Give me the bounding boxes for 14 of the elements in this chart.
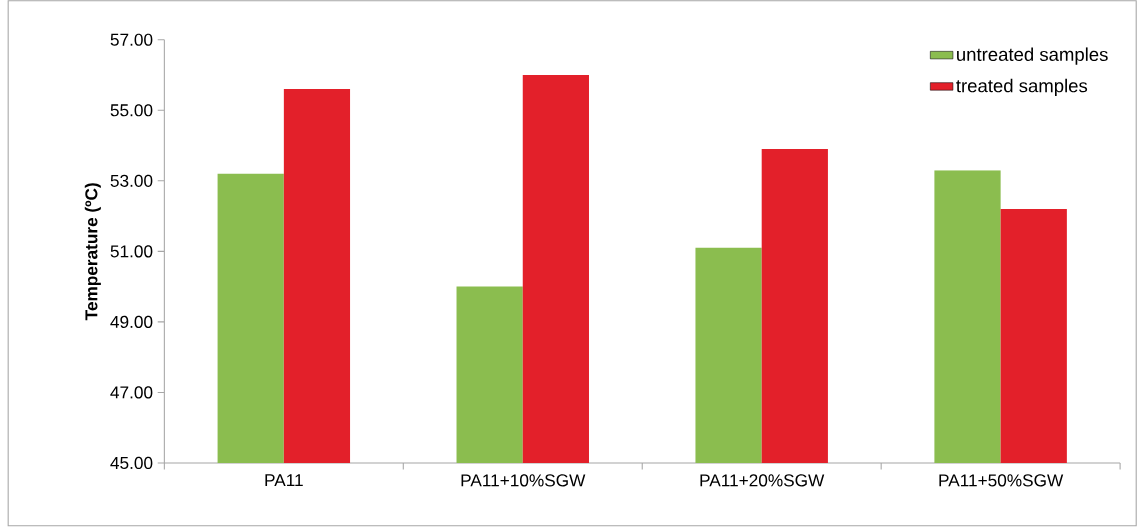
y-tick-label: 53.00 <box>110 174 153 188</box>
x-tick-label: PA11+10%SGW <box>461 474 586 487</box>
legend-label: untreated samples <box>957 47 1108 65</box>
y-axis-title: Temperature (ºC) <box>84 183 101 321</box>
y-tick-label: 51.00 <box>110 245 153 258</box>
y-tick-label: 49.00 <box>110 316 153 329</box>
y-tick-label: 47.00 <box>110 386 153 399</box>
x-tick-label: PA11+50%SGW <box>939 474 1064 487</box>
y-tick-label: 45.00 <box>110 457 153 470</box>
y-tick-label: 55.00 <box>110 104 153 117</box>
y-tick-label: 57.00 <box>110 33 153 47</box>
legend-label: treated samples <box>956 78 1088 97</box>
x-tick-label: PA11+20%SGW <box>700 474 825 487</box>
x-tick-label: PA11 <box>265 474 303 487</box>
